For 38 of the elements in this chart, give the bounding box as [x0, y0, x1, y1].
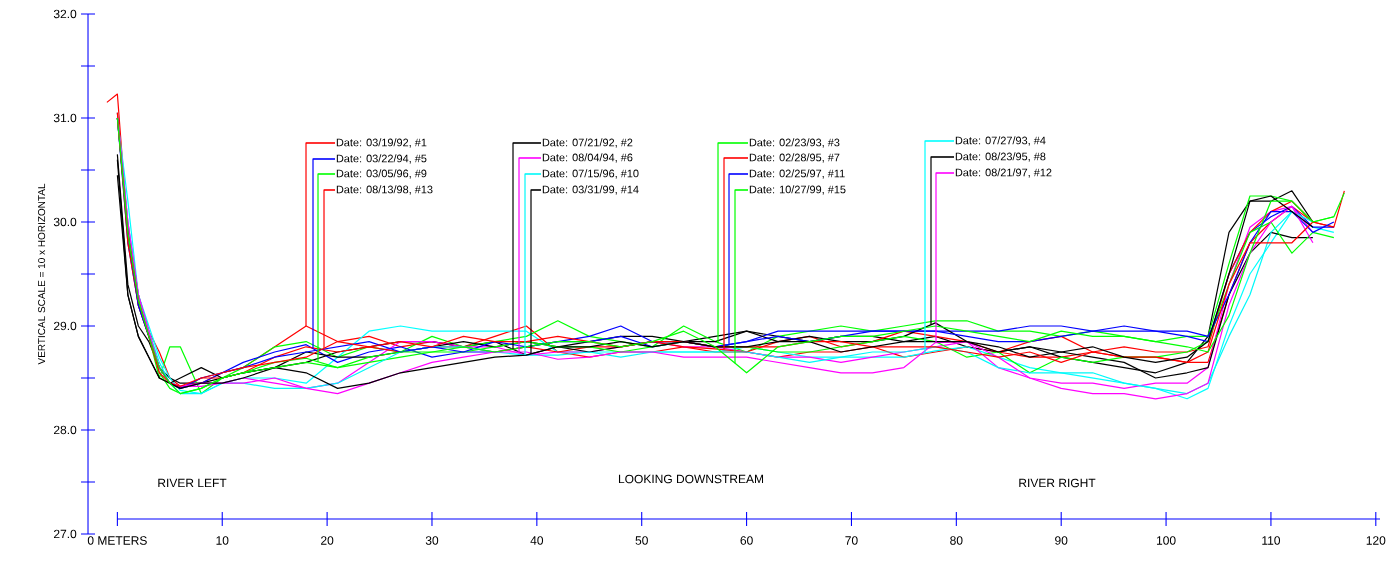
x-tick-label: 120 — [1366, 536, 1386, 545]
x-tick-label: 50 — [635, 536, 648, 545]
legend-label: Date: 07/21/92, #2 — [542, 138, 633, 148]
legend-label: Date: 08/23/95, #8 — [955, 152, 1046, 162]
x-tick-label: 60 — [740, 536, 753, 545]
x-tick-label: 40 — [530, 536, 544, 545]
y-tick-label: 29.0 — [54, 321, 77, 331]
x-tick-label: 70 — [845, 536, 858, 545]
x-tick-label: 10 — [216, 536, 229, 545]
legend-label: Date: 02/23/93, #3 — [749, 138, 840, 148]
x-tick-label: 30 — [425, 536, 439, 545]
legend-label: Date: 08/21/97, #12 — [955, 168, 1052, 178]
y-tick-label: 27.0 — [54, 529, 77, 539]
legend-label: Date: 08/13/98, #13 — [336, 185, 433, 195]
legend-label: Date: 07/15/96, #10 — [542, 169, 639, 179]
y-tick-label: 28.0 — [54, 425, 77, 435]
legend-label: Date: 03/22/94, #5 — [336, 154, 427, 164]
x-tick-label: 90 — [1055, 536, 1068, 545]
legend-label: Date: 08/04/94, #6 — [542, 153, 633, 163]
y-tick-label: 32.0 — [53, 9, 77, 19]
y-tick-label: 30.0 — [53, 217, 77, 227]
x-tick-label: 110 — [1262, 536, 1281, 545]
x-tick-label: 80 — [950, 536, 963, 545]
legend-label: Date: 03/05/96, #9 — [336, 169, 427, 179]
legend-label: Date: 02/28/95, #7 — [749, 153, 840, 163]
x-tick-label: 0 METERS — [87, 536, 147, 545]
legend-label: Date: 10/27/99, #15 — [749, 185, 846, 195]
legend-label: Date: 03/19/92, #1 — [336, 138, 427, 148]
x-tick-label: 100 — [1156, 536, 1176, 545]
y-axis-title: VERTICAL SCALE = 10 x HORIZONTAL — [38, 183, 46, 365]
annotation: LOOKING DOWNSTREAM — [618, 474, 764, 484]
annotation: RIVER LEFT — [158, 478, 227, 488]
legend-label: Date: 07/27/93, #4 — [955, 136, 1046, 146]
annotation: RIVER RIGHT — [1019, 478, 1096, 488]
legend-label: Date: 03/31/99, #14 — [542, 185, 639, 195]
legend-label: Date: 02/25/97, #11 — [749, 169, 845, 179]
y-tick-label: 31.0 — [53, 113, 77, 123]
x-tick-label: 20 — [321, 536, 334, 545]
